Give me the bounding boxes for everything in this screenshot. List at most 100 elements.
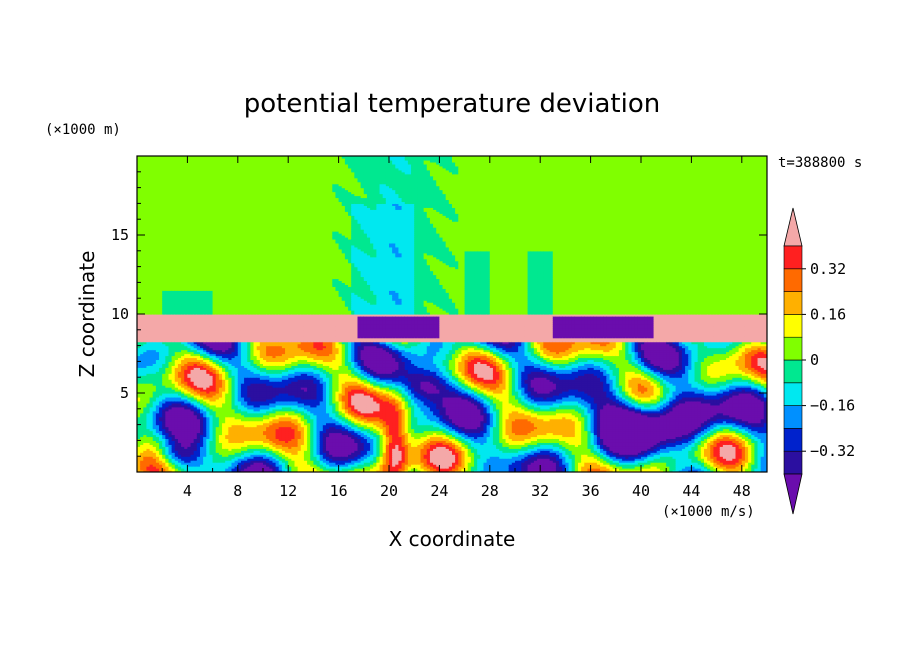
field-cell	[190, 345, 195, 349]
field-cell	[181, 308, 185, 311]
field-cell	[193, 270, 198, 274]
field-cell	[171, 171, 176, 175]
field-cell	[137, 379, 141, 382]
field-cell	[155, 296, 160, 299]
field-cell	[174, 246, 179, 250]
field-cell	[152, 203, 157, 206]
field-cell	[146, 302, 151, 305]
field-cell	[193, 306, 198, 309]
field-cell	[193, 456, 198, 459]
field-cell	[196, 394, 201, 398]
field-cell	[152, 379, 157, 382]
field-cell	[190, 337, 195, 341]
field-cell	[190, 385, 195, 388]
field-cell	[159, 448, 163, 451]
field-cell	[137, 238, 141, 242]
field-cell	[187, 290, 192, 293]
field-cell	[168, 211, 173, 214]
field-cell	[190, 402, 195, 406]
field-cell	[168, 219, 173, 222]
field-cell	[140, 468, 144, 471]
field-cell	[190, 169, 195, 173]
field-cell	[181, 288, 185, 291]
field-cell	[193, 171, 198, 175]
field-cell	[140, 312, 144, 315]
field-cell	[159, 260, 163, 264]
field-cell	[149, 250, 154, 254]
field-cell	[159, 315, 163, 319]
field-cell	[143, 258, 148, 262]
field-cell	[193, 199, 198, 203]
field-cell	[146, 312, 151, 315]
field-cell	[159, 426, 163, 430]
field-cell	[187, 169, 192, 173]
field-cell	[146, 351, 151, 355]
field-cell	[152, 333, 157, 337]
field-cell	[181, 406, 185, 410]
field-cell	[162, 446, 166, 449]
field-cell	[162, 383, 166, 386]
field-cell	[187, 221, 192, 224]
field-cell	[196, 385, 201, 388]
field-cell	[152, 189, 157, 193]
field-cell	[177, 278, 182, 282]
field-cell	[155, 215, 160, 218]
field-cell	[181, 416, 185, 420]
field-cell	[177, 460, 182, 463]
field-cell	[193, 446, 198, 449]
field-cell	[174, 256, 179, 260]
field-cell	[196, 327, 201, 331]
field-cell	[190, 189, 195, 193]
field-cell	[184, 442, 188, 445]
field-cell	[193, 215, 198, 218]
field-cell	[137, 468, 141, 471]
field-cell	[196, 460, 201, 463]
field-cell	[181, 231, 185, 234]
field-cell	[155, 343, 160, 347]
field-cell	[146, 456, 151, 459]
field-cell	[181, 343, 185, 347]
field-cell	[143, 274, 148, 278]
field-cell	[165, 288, 170, 291]
field-cell	[171, 329, 176, 333]
field-cell	[162, 201, 166, 205]
field-cell	[159, 205, 163, 208]
field-cell	[168, 280, 173, 283]
field-cell	[184, 165, 188, 169]
field-cell	[140, 310, 144, 313]
field-cell	[190, 211, 195, 214]
field-cell	[193, 272, 198, 276]
field-cell	[146, 418, 151, 422]
field-cell	[168, 175, 173, 179]
field-cell	[159, 329, 163, 333]
field-cell	[171, 440, 176, 443]
field-cell	[187, 171, 192, 175]
field-cell	[174, 383, 179, 386]
field-cell	[159, 161, 163, 165]
field-cell	[184, 337, 188, 341]
field-cell	[143, 215, 148, 218]
field-cell	[165, 347, 170, 351]
field-cell	[171, 468, 176, 471]
field-cell	[181, 268, 185, 272]
field-cell	[181, 217, 185, 220]
field-cell	[190, 217, 195, 220]
field-cell	[149, 361, 154, 364]
field-cell	[181, 280, 185, 283]
field-cell	[149, 310, 154, 313]
field-cell	[174, 282, 179, 285]
field-cell	[146, 217, 151, 220]
field-cell	[149, 466, 154, 469]
field-cell	[162, 420, 166, 424]
field-cell	[159, 470, 163, 472]
field-cell	[165, 205, 170, 208]
field-cell	[196, 454, 201, 457]
field-cell	[162, 189, 166, 193]
field-cell	[155, 385, 160, 388]
field-cell	[149, 175, 154, 179]
field-cell	[187, 193, 192, 197]
field-cell	[137, 306, 141, 309]
field-cell	[137, 248, 141, 252]
field-cell	[187, 209, 192, 212]
field-cell	[143, 361, 148, 364]
